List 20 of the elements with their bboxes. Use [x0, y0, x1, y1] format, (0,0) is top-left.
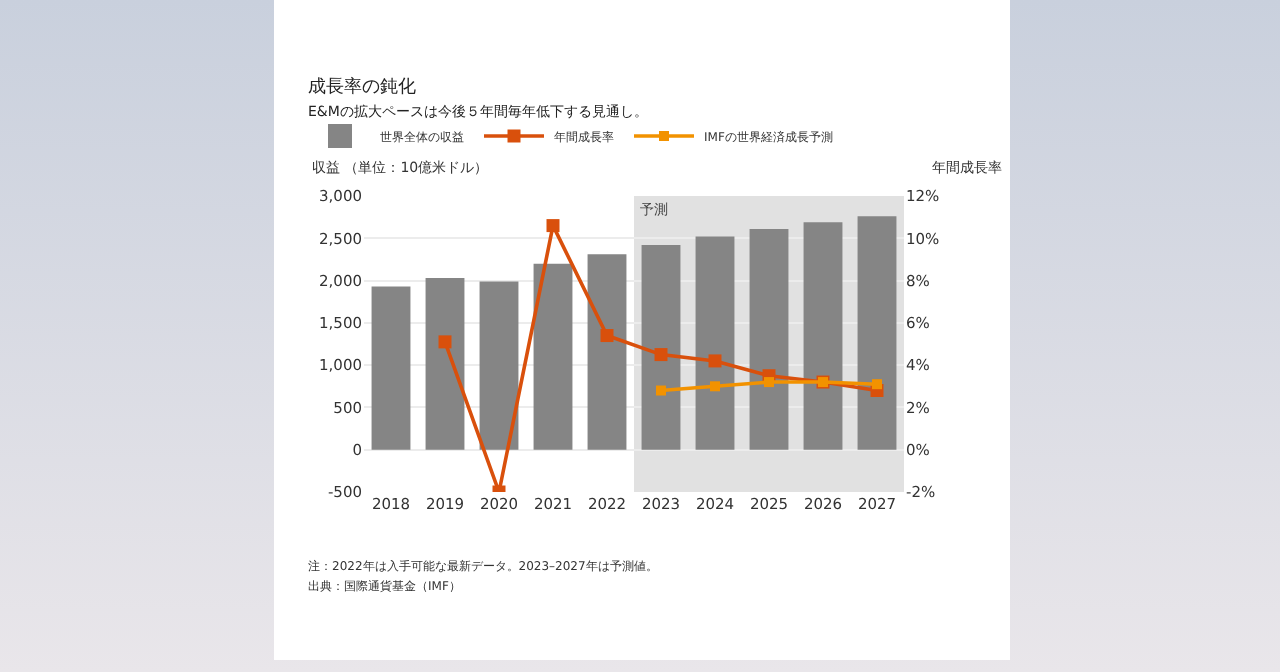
bar — [803, 222, 843, 450]
bar — [371, 286, 411, 450]
bar — [749, 228, 789, 450]
point — [764, 377, 774, 388]
point — [708, 354, 722, 368]
chart-title: 成長率の鈍化 — [308, 76, 416, 98]
bar — [641, 245, 681, 450]
bar — [587, 254, 627, 450]
point — [710, 381, 720, 392]
bar — [425, 278, 465, 450]
bar — [479, 281, 519, 450]
point — [600, 329, 614, 343]
bar — [857, 216, 897, 450]
point — [654, 348, 668, 362]
point — [656, 385, 666, 396]
bar — [695, 236, 735, 450]
bar — [533, 263, 573, 450]
point — [872, 379, 882, 390]
point — [546, 219, 560, 233]
point — [438, 335, 452, 349]
